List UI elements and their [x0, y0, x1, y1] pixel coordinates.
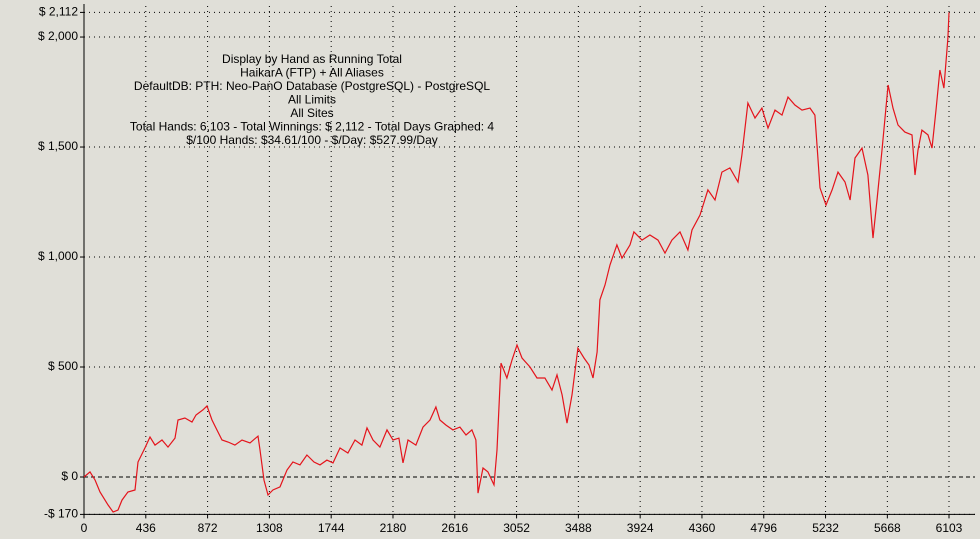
- annotation: All Sites: [290, 106, 333, 120]
- x-tick-label: 5668: [874, 521, 901, 535]
- x-tick-label: 3488: [565, 521, 592, 535]
- x-tick-label: 4360: [689, 521, 716, 535]
- y-tick-label: $ 1,500: [38, 139, 78, 153]
- annotation: All Limits: [288, 93, 336, 107]
- y-tick-label: -$ 170: [44, 507, 78, 521]
- annotation: HaikarA (FTP) + All Aliases: [240, 66, 384, 80]
- x-tick-label: 0: [81, 521, 88, 535]
- annotation: Display by Hand as Running Total: [222, 52, 402, 66]
- x-tick-label: 1308: [256, 521, 283, 535]
- x-tick-label: 2616: [441, 521, 468, 535]
- data-line: [83, 12, 950, 513]
- x-tick-label: 872: [198, 521, 218, 535]
- annotation: DefaultDB: PTH: Neo-PanO Database (Postg…: [134, 79, 490, 93]
- y-tick-label: $ 2,000: [38, 29, 78, 43]
- y-tick-label: $ 1,000: [38, 249, 78, 263]
- y-tick-label: $ 0: [61, 469, 78, 483]
- x-tick-label: 4796: [750, 521, 777, 535]
- y-tick-label: $ 2,112: [39, 5, 78, 19]
- x-tick-label: 1744: [318, 521, 345, 535]
- x-tick-label: 6103: [936, 521, 963, 535]
- x-tick-label: 2180: [380, 521, 407, 535]
- y-tick-label: $ 500: [48, 359, 78, 373]
- annotation: $/100 Hands: $34.61/100 - $/Day: $527.99…: [186, 133, 438, 147]
- x-tick-label: 3052: [503, 521, 530, 535]
- x-tick-label: 436: [136, 521, 156, 535]
- x-tick-label: 3924: [627, 521, 654, 535]
- annotation: Total Hands: 6,103 - Total Winnings: $ 2…: [130, 120, 495, 134]
- x-tick-label: 5232: [812, 521, 839, 535]
